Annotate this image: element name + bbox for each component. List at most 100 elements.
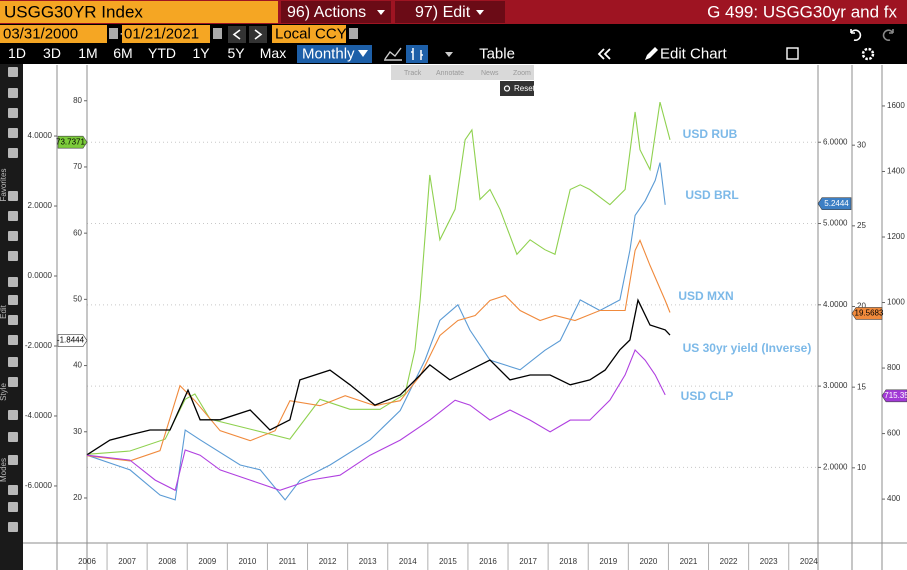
- period-button[interactable]: 1Y: [192, 45, 210, 61]
- y-tick-label: 1400: [887, 167, 905, 176]
- tool-icon[interactable]: [8, 251, 18, 261]
- settings-icon[interactable]: [861, 47, 875, 61]
- tool-icon[interactable]: [8, 148, 18, 158]
- x-tick-label: 2024: [800, 557, 818, 566]
- chart-tool[interactable]: Track: [404, 70, 422, 77]
- x-tick-label: 2006: [78, 557, 96, 566]
- series-label[interactable]: USD BRL: [685, 188, 738, 202]
- tool-icon[interactable]: [8, 191, 18, 201]
- chart-tool[interactable]: Zoom: [513, 70, 531, 77]
- tool-icon[interactable]: [8, 455, 18, 465]
- dropdown-arrow: [476, 10, 484, 15]
- dropdown-arrow[interactable]: [445, 52, 453, 57]
- period-button[interactable]: Max: [260, 45, 286, 61]
- series-label[interactable]: US 30yr yield (Inverse): [683, 341, 812, 355]
- currency-field[interactable]: [272, 25, 346, 43]
- edit-button[interactable]: [395, 1, 505, 23]
- bar-chart-icon[interactable]: [406, 45, 428, 63]
- last-value-flag: [57, 334, 88, 347]
- y-tick-label: 50: [73, 294, 82, 303]
- x-tick-label: 2023: [760, 557, 778, 566]
- side-label: Favorites: [0, 169, 8, 202]
- tool-icon[interactable]: [8, 211, 18, 221]
- tool-icon[interactable]: [8, 485, 18, 495]
- calendar-icon[interactable]: [213, 28, 222, 39]
- x-tick-label: 2016: [479, 557, 497, 566]
- last-value-label: 5.2444: [824, 199, 849, 208]
- next-button[interactable]: [249, 26, 267, 43]
- period-button[interactable]: 1D: [8, 45, 26, 61]
- tool-icon[interactable]: [8, 277, 18, 287]
- redo-icon[interactable]: [882, 29, 894, 42]
- line-chart-icon[interactable]: [384, 47, 402, 61]
- tool-icon[interactable]: [8, 88, 18, 98]
- y-tick-label: 10: [857, 463, 866, 472]
- actions-button[interactable]: [281, 1, 391, 23]
- tool-icon[interactable]: [8, 377, 18, 387]
- x-tick-label: 2019: [599, 557, 617, 566]
- x-tick-label: 2020: [639, 557, 657, 566]
- x-tick-label: 2021: [680, 557, 698, 566]
- frequency-button[interactable]: [297, 45, 372, 63]
- period-button[interactable]: 1M: [78, 45, 97, 61]
- tool-icon[interactable]: [8, 335, 18, 345]
- reset-icon: [503, 85, 511, 92]
- chart-tools: Track Annotate News Zoom: [404, 70, 531, 77]
- last-value-label: 19.5683: [855, 309, 884, 318]
- x-tick-label: 2022: [720, 557, 738, 566]
- start-date-field[interactable]: [0, 25, 107, 43]
- series-line: [86, 298, 671, 456]
- end-date-field[interactable]: [122, 25, 210, 43]
- security-field[interactable]: [0, 1, 278, 23]
- pencil-icon: [645, 47, 658, 60]
- period-button[interactable]: YTD: [148, 45, 176, 61]
- collapse-icon[interactable]: [597, 48, 611, 60]
- y-tick-label: 20: [857, 302, 866, 311]
- x-tick-label: 2007: [118, 557, 136, 566]
- calendar-icon[interactable]: [109, 28, 118, 39]
- series-line: [86, 101, 671, 455]
- tool-icon[interactable]: [8, 502, 18, 512]
- chart-tools-bar: [391, 65, 534, 80]
- tool-icon[interactable]: [8, 357, 18, 367]
- y-tick-label: 5.0000: [823, 219, 848, 228]
- period-button[interactable]: 3D: [43, 45, 61, 61]
- tool-icon[interactable]: [8, 315, 18, 325]
- series-label[interactable]: USD CLP: [681, 389, 734, 403]
- tool-icon[interactable]: [8, 67, 18, 77]
- period-button[interactable]: 6M: [113, 45, 132, 61]
- series-label[interactable]: USD RUB: [683, 127, 738, 141]
- annotate-icon[interactable]: [786, 47, 799, 60]
- chart-tool[interactable]: News: [481, 70, 499, 77]
- dropdown-arrow: [377, 10, 385, 15]
- tool-icon[interactable]: [8, 128, 18, 138]
- y-tick-label: 15: [857, 382, 866, 391]
- tool-icon[interactable]: [8, 295, 18, 305]
- tool-icon[interactable]: [8, 108, 18, 118]
- tool-icon[interactable]: [8, 231, 18, 241]
- tool-icon[interactable]: [8, 522, 18, 532]
- prev-button[interactable]: [228, 26, 246, 43]
- x-tick-label: 2011: [279, 557, 297, 566]
- currency-dropdown[interactable]: [349, 28, 358, 39]
- y-tick-label: -6.0000: [25, 481, 53, 490]
- tool-icon[interactable]: [8, 410, 18, 420]
- period-button[interactable]: 5Y: [227, 45, 245, 61]
- y-tick-label: 1200: [887, 232, 905, 241]
- last-value-label: 715.35: [884, 391, 907, 400]
- series-line: [86, 239, 671, 462]
- y-tick-label: 0.0000: [28, 271, 53, 280]
- undo-icon[interactable]: [850, 29, 862, 42]
- table-button[interactable]: Table: [479, 45, 515, 62]
- tool-icon[interactable]: [8, 432, 18, 442]
- edit-chart-button[interactable]: Edit Chart: [660, 45, 728, 62]
- series-label[interactable]: USD MXN: [678, 289, 733, 303]
- next-arrow: [254, 29, 263, 40]
- reset-text: Reset: [514, 84, 536, 93]
- last-value-flag: [881, 389, 907, 403]
- reset-button[interactable]: [500, 81, 534, 96]
- y-tick-label: 60: [73, 228, 82, 237]
- chart-tool[interactable]: Annotate: [436, 70, 464, 77]
